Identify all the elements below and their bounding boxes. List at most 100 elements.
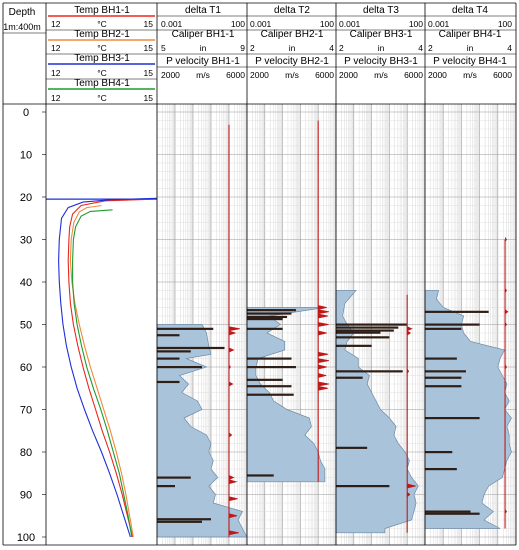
delta-t-spike xyxy=(228,347,235,353)
depth-tick-label: 70 xyxy=(20,405,32,417)
caliper-spike xyxy=(247,309,296,312)
delta-t-min: 0.001 xyxy=(339,19,361,29)
delta-t-spike xyxy=(504,309,509,315)
velocity-min: 2000 xyxy=(428,70,447,80)
temp-legend-name: Temp BH2-1 xyxy=(74,29,130,40)
temp-legend-unit: °C xyxy=(97,19,107,29)
caliper-spike xyxy=(247,327,283,330)
velocity-fill xyxy=(424,290,512,529)
delta-t-spike xyxy=(228,381,234,387)
depth-scale: 1m:400m xyxy=(3,22,41,32)
caliper-spike xyxy=(425,370,466,373)
caliper-spike xyxy=(425,385,462,388)
track-title: delta T2 xyxy=(274,5,310,16)
delta-t-spike xyxy=(228,364,231,370)
depth-tick-label: 0 xyxy=(23,107,29,119)
track-title: delta T1 xyxy=(185,5,221,16)
temp-legend-max: 15 xyxy=(144,68,154,78)
velocity-min: 2000 xyxy=(250,70,269,80)
temperature-curve xyxy=(67,198,158,538)
delta-t-spike xyxy=(504,364,507,370)
velocity-min: 2000 xyxy=(339,70,358,80)
velocity-unit: m/s xyxy=(374,70,388,80)
caliper-spike xyxy=(157,520,202,523)
velocity-fill xyxy=(156,324,248,538)
caliper-unit: in xyxy=(378,43,385,53)
caliper-max: 9 xyxy=(240,43,245,53)
caliper-spike xyxy=(247,366,296,369)
delta-t-spike xyxy=(228,513,238,519)
caliper-spike xyxy=(157,518,211,521)
caliper-spike xyxy=(425,376,462,379)
depth-tick-label: 60 xyxy=(20,362,32,374)
caliper-spike xyxy=(336,329,394,332)
caliper-spike xyxy=(425,327,462,330)
caliper-spike xyxy=(157,485,175,488)
temp-legend-max: 15 xyxy=(144,93,154,103)
caliper-spike xyxy=(157,334,180,337)
temp-legend-name: Temp BH4-1 xyxy=(74,78,130,89)
delta-t-min: 0.001 xyxy=(161,19,183,29)
caliper-spike xyxy=(336,376,363,379)
velocity-unit: m/s xyxy=(196,70,210,80)
delta-t-spike xyxy=(406,330,412,336)
caliper-unit: in xyxy=(467,43,474,53)
caliper-spike xyxy=(336,344,372,347)
delta-t-spike xyxy=(407,483,416,489)
depth-tick-label: 50 xyxy=(20,320,32,332)
depth-tick-label: 20 xyxy=(20,192,32,204)
caliper-spike xyxy=(247,474,274,477)
delta-t-spike xyxy=(318,358,329,364)
caliper-max: 4 xyxy=(418,43,423,53)
caliper-unit: in xyxy=(289,43,296,53)
delta-t-min: 0.001 xyxy=(250,19,272,29)
delta-t-spike xyxy=(504,288,507,293)
caliper-spike xyxy=(247,357,292,360)
caliper-spike xyxy=(425,310,489,313)
caliper-spike xyxy=(425,468,457,471)
delta-t-spike xyxy=(318,373,327,378)
velocity-unit: m/s xyxy=(463,70,477,80)
delta-t-spike xyxy=(318,364,327,370)
temp-legend-min: 12 xyxy=(51,93,61,103)
delta-t-spike xyxy=(228,479,238,485)
track-header-3: delta T3 0.001 100 Caliper BH3-1 2 in 4 … xyxy=(339,5,423,80)
track-title: delta T3 xyxy=(363,5,399,16)
caliper-spike xyxy=(336,446,368,449)
temp-legend-max: 15 xyxy=(144,43,154,53)
caliper-spike xyxy=(336,326,399,329)
temperature-curve xyxy=(72,209,133,538)
delta-t-max: 100 xyxy=(320,19,334,29)
caliper-spike xyxy=(157,357,180,360)
caliper-spike xyxy=(425,451,453,454)
delta-t-spike xyxy=(318,351,329,357)
caliper-spike xyxy=(247,317,283,321)
caliper-spike xyxy=(247,378,283,381)
caliper-max: 4 xyxy=(329,43,334,53)
depth-tick-label: 90 xyxy=(20,490,32,502)
caliper-min: 2 xyxy=(428,43,433,53)
caliper-spike xyxy=(425,512,480,515)
track-header-4: delta T4 0.001 100 Caliper BH4-1 2 in 4 … xyxy=(428,5,512,80)
caliper-spike xyxy=(425,357,457,360)
delta-t-max: 100 xyxy=(498,19,512,29)
temperature-curve xyxy=(58,197,158,538)
delta-t-spike xyxy=(318,381,329,387)
chart-marks xyxy=(46,120,512,538)
velocity-min: 2000 xyxy=(161,70,180,80)
track-header-2: delta T2 0.001 100 Caliper BH2-1 2 in 4 … xyxy=(250,5,334,80)
caliper-spike xyxy=(336,323,408,326)
caliper-spike xyxy=(425,510,471,513)
delta-t-spike xyxy=(318,313,328,319)
temp-legend-min: 12 xyxy=(51,19,61,29)
caliper-spike xyxy=(157,327,214,330)
depth-tick-label: 30 xyxy=(20,235,32,247)
velocity-label: P velocity BH3-1 xyxy=(344,56,418,67)
delta-t-spike xyxy=(318,322,329,327)
velocity-label: P velocity BH4-1 xyxy=(433,56,507,67)
velocity-max: 6000 xyxy=(404,70,423,80)
caliper-label: Caliper BH3-1 xyxy=(350,29,413,40)
depth-tick-label: 80 xyxy=(20,447,32,459)
velocity-max: 6000 xyxy=(226,70,245,80)
